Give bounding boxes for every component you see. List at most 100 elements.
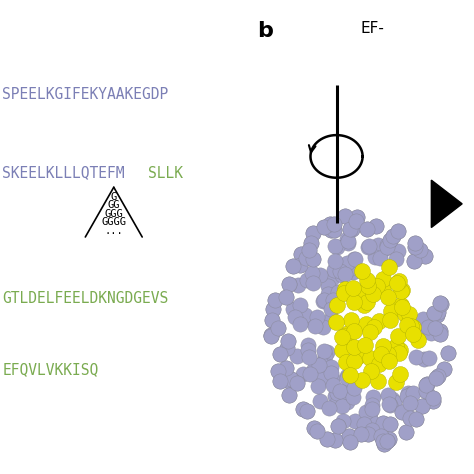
Point: [365, 242, 373, 250]
Point: [289, 262, 297, 270]
Point: [285, 281, 292, 288]
Point: [345, 237, 352, 245]
Point: [392, 342, 400, 350]
Text: GTLDELFEELDKNGDGEVS: GTLDELFEELDKNGDGEVS: [2, 291, 169, 306]
Point: [346, 438, 354, 446]
Point: [299, 405, 307, 412]
Point: [419, 402, 426, 410]
Point: [327, 227, 335, 234]
Point: [396, 277, 403, 284]
Point: [407, 399, 414, 407]
Point: [327, 364, 335, 371]
Point: [350, 328, 357, 335]
Point: [343, 374, 351, 382]
Point: [267, 332, 275, 339]
Point: [283, 293, 290, 301]
Point: [419, 402, 426, 410]
Point: [306, 246, 313, 254]
Point: [384, 350, 392, 358]
Point: [320, 296, 328, 304]
Point: [392, 379, 400, 386]
Point: [268, 316, 275, 323]
Point: [348, 226, 356, 233]
Point: [333, 389, 340, 397]
Point: [383, 241, 391, 249]
Point: [316, 398, 323, 405]
Point: [403, 392, 411, 400]
Point: [267, 332, 275, 339]
Point: [313, 427, 320, 435]
Point: [328, 316, 335, 323]
Point: [374, 241, 382, 249]
Point: [364, 431, 372, 438]
Point: [414, 337, 422, 344]
Point: [329, 381, 337, 388]
Point: [328, 305, 335, 313]
Point: [299, 370, 307, 378]
Point: [393, 279, 401, 286]
Point: [308, 270, 316, 277]
Point: [323, 435, 330, 443]
Point: [364, 431, 372, 438]
Point: [285, 392, 293, 399]
Point: [310, 255, 317, 263]
Point: [304, 341, 311, 349]
Point: [346, 432, 353, 440]
Point: [351, 255, 358, 263]
Point: [352, 418, 359, 425]
Text: GGGG: GGGG: [101, 217, 126, 228]
Point: [297, 250, 305, 257]
Point: [276, 350, 283, 358]
Point: [385, 435, 393, 442]
Point: [330, 220, 338, 228]
Point: [288, 375, 295, 383]
Point: [320, 223, 328, 231]
Point: [431, 309, 438, 317]
Point: [407, 323, 414, 330]
Point: [296, 301, 304, 309]
Point: [360, 301, 367, 309]
Point: [434, 372, 442, 380]
Point: [369, 405, 376, 412]
Point: [410, 239, 418, 246]
Point: [368, 427, 376, 434]
Point: [389, 232, 397, 240]
Point: [357, 430, 365, 438]
Point: [273, 368, 281, 375]
Point: [343, 373, 351, 380]
Point: [371, 323, 378, 330]
Point: [384, 293, 392, 301]
Point: [344, 398, 351, 406]
Point: [422, 381, 430, 389]
Point: [398, 408, 406, 416]
Point: [397, 370, 404, 378]
Point: [385, 435, 393, 442]
Point: [416, 246, 424, 254]
Point: [294, 282, 301, 289]
Point: [433, 374, 440, 382]
Point: [351, 298, 358, 306]
Point: [310, 280, 317, 287]
Point: [338, 403, 346, 410]
Point: [320, 347, 328, 355]
Point: [386, 236, 394, 244]
Point: [379, 287, 386, 294]
Point: [385, 400, 392, 408]
Point: [343, 388, 350, 396]
Point: [377, 433, 385, 440]
Point: [321, 352, 329, 360]
Point: [369, 393, 376, 401]
Point: [283, 376, 291, 384]
Point: [343, 358, 350, 366]
Point: [381, 245, 388, 253]
Point: [289, 262, 297, 270]
Point: [419, 315, 427, 323]
Point: [423, 380, 430, 388]
Point: [412, 353, 419, 361]
Point: [276, 377, 283, 384]
Point: [284, 337, 292, 345]
Point: [291, 313, 299, 320]
Point: [444, 350, 452, 357]
Point: [386, 236, 394, 244]
Point: [369, 290, 377, 298]
